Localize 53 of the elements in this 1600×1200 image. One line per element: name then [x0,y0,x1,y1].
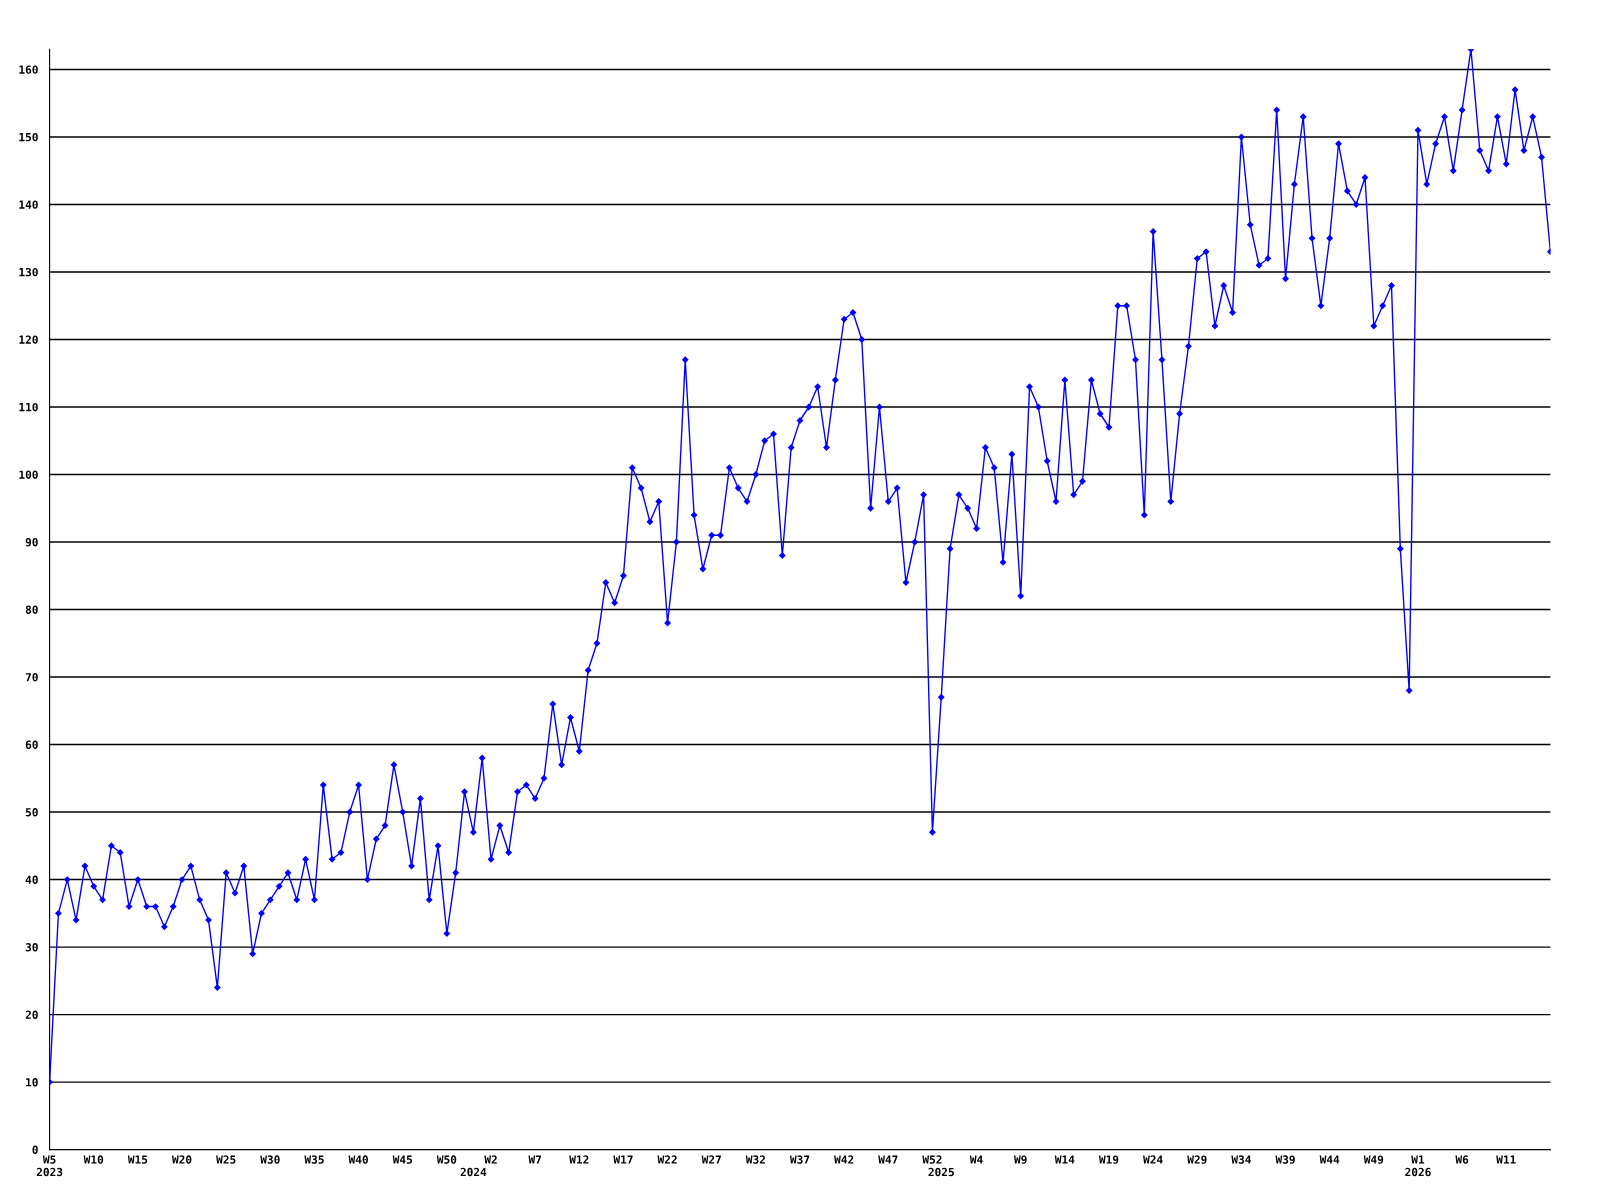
x-tick-label: W37 [789,1155,810,1164]
x-tick-label: W45 [392,1155,413,1164]
x-tick-label: W40 [348,1155,368,1164]
y-tick-label: 0 [32,1145,38,1154]
x-tick-label: W4 [969,1155,983,1164]
x-tick-label: W35 [304,1155,324,1164]
x-tick-label: W7 [528,1155,542,1164]
x-tick-label: W11 [1496,1155,1516,1164]
x-tick-label: W2 [484,1155,497,1164]
x-tick-label: W5 2023 [36,1155,63,1177]
y-tick-label: 160 [19,65,38,74]
y-tick-label: 130 [19,267,38,277]
x-tick-label: W29 [1187,1155,1207,1164]
x-tick-label: W24 [1143,1155,1163,1164]
y-tick-label: 90 [25,537,38,547]
x-tick-label: W39 [1275,1155,1295,1164]
x-tick-label: W15 [127,1155,148,1164]
x-tick-label: W6 [1455,1155,1469,1164]
y-tick-label: 140 [19,200,38,209]
y-tick-label: 80 [25,605,38,614]
x-tick-label: W25 [216,1155,236,1164]
x-tick-label: 2024 [460,1167,487,1177]
y-tick-label: 40 [25,875,38,884]
x-tick-label: W1 2026 [1405,1155,1431,1177]
x-tick-label: W9 [1014,1155,1027,1164]
x-tick-label: W30 [260,1155,280,1164]
y-tick-label: 20 [25,1010,38,1019]
y-tick-label: 30 [25,943,38,952]
x-tick-label: W47 [878,1155,898,1164]
x-tick-label: W32 [745,1155,765,1164]
x-tick-label: W42 [834,1155,854,1164]
x-tick-label: W20 [171,1155,192,1164]
x-tick-label: W22 [657,1155,677,1164]
x-tick-label: W27 [701,1155,721,1164]
y-tick-label: 60 [25,740,38,749]
x-tick-label: W19 [1098,1155,1119,1164]
x-tick-label: W12 [569,1155,589,1164]
x-tick-label: 2025 [928,1167,954,1177]
x-tick-label: W49 [1363,1155,1384,1164]
x-tick-label: W50 [436,1155,457,1164]
x-tick-label: W52 [922,1155,942,1164]
x-tick-label: W10 [83,1155,104,1164]
y-tick-label: 70 [25,673,38,682]
y-tick-label: 110 [19,402,38,412]
x-tick-label: W34 [1231,1155,1251,1164]
x-tick-label: W17 [613,1155,633,1164]
x-tick-label: W44 [1319,1155,1340,1164]
x-tick-label: W14 [1054,1155,1075,1164]
y-tick-label: 120 [19,335,38,344]
y-tick-label: 150 [19,132,38,142]
y-tick-label: 10 [26,1078,38,1087]
y-tick-label: 100 [19,470,38,479]
y-tick-label: 50 [25,808,38,817]
